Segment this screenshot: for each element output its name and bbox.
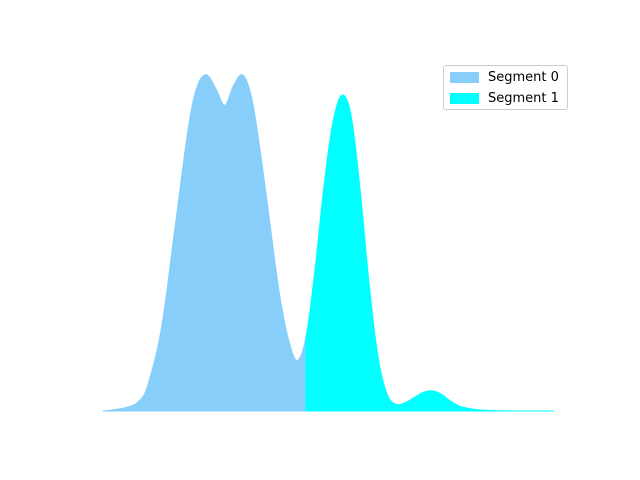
area-segment-0 [102,74,307,412]
chart-areas [102,74,554,412]
legend-swatch-segment-1 [450,92,479,104]
legend-item-segment-0: Segment 0 [450,69,559,85]
legend-label-segment-1: Segment 1 [488,90,559,106]
area-segment-1 [305,94,554,412]
legend-item-segment-1: Segment 1 [450,90,559,106]
chart-legend: Segment 0 Segment 1 [443,65,568,110]
legend-swatch-segment-0 [450,71,479,83]
legend-label-segment-0: Segment 0 [488,69,559,85]
